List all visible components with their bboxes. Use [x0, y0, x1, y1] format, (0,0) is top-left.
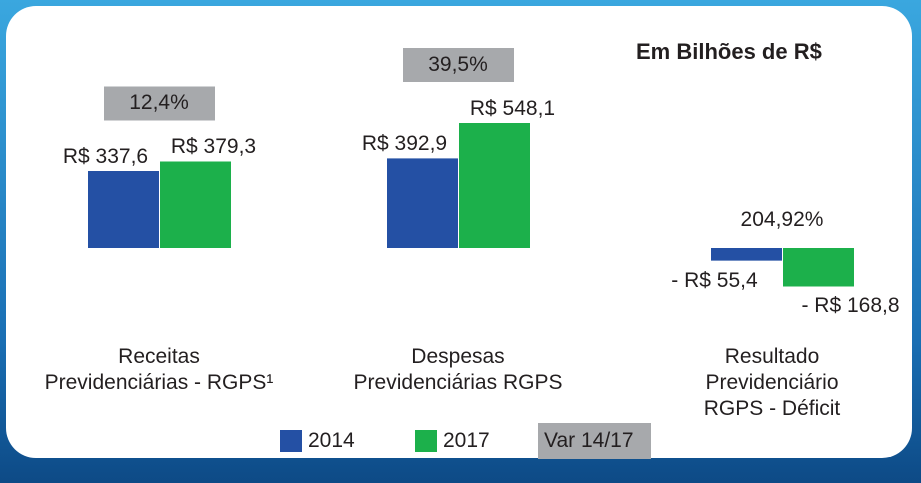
variation-box — [104, 86, 215, 121]
bar — [459, 123, 530, 248]
legend-label: 2014 — [308, 429, 355, 452]
bar — [387, 158, 458, 248]
bar — [711, 248, 782, 261]
value-label: R$ 379,3 — [170, 135, 257, 159]
value-label: R$ 548,1 — [469, 97, 556, 120]
variation-label: 204,92% — [740, 208, 824, 231]
legend-swatch — [280, 430, 302, 452]
chart-title: Em Bilhões de R$ — [636, 39, 822, 64]
variation-box — [403, 48, 514, 82]
value-label: - R$ 168,8 — [801, 294, 900, 318]
value-label: R$ 337,6 — [62, 145, 149, 168]
category-label: Receitas Previdenciárias - RGPS¹ — [44, 345, 274, 394]
bar — [160, 161, 231, 248]
legend-label: 2017 — [443, 429, 490, 452]
value-label: - R$ 55,4 — [671, 268, 758, 292]
category-label: Resultado Previdenciário RGPS - Déficit — [703, 345, 841, 420]
category-label: Despesas Previdenciárias RGPS — [353, 345, 563, 394]
bar — [783, 248, 854, 287]
value-label: R$ 392,9 — [361, 132, 448, 156]
legend-swatch — [538, 423, 651, 459]
legend-swatch — [415, 430, 437, 452]
variation-label: 39,5% — [428, 53, 488, 76]
bar — [88, 171, 159, 248]
legend-label: Var 14/17 — [544, 429, 634, 452]
variation-label: 12,4% — [129, 91, 189, 115]
